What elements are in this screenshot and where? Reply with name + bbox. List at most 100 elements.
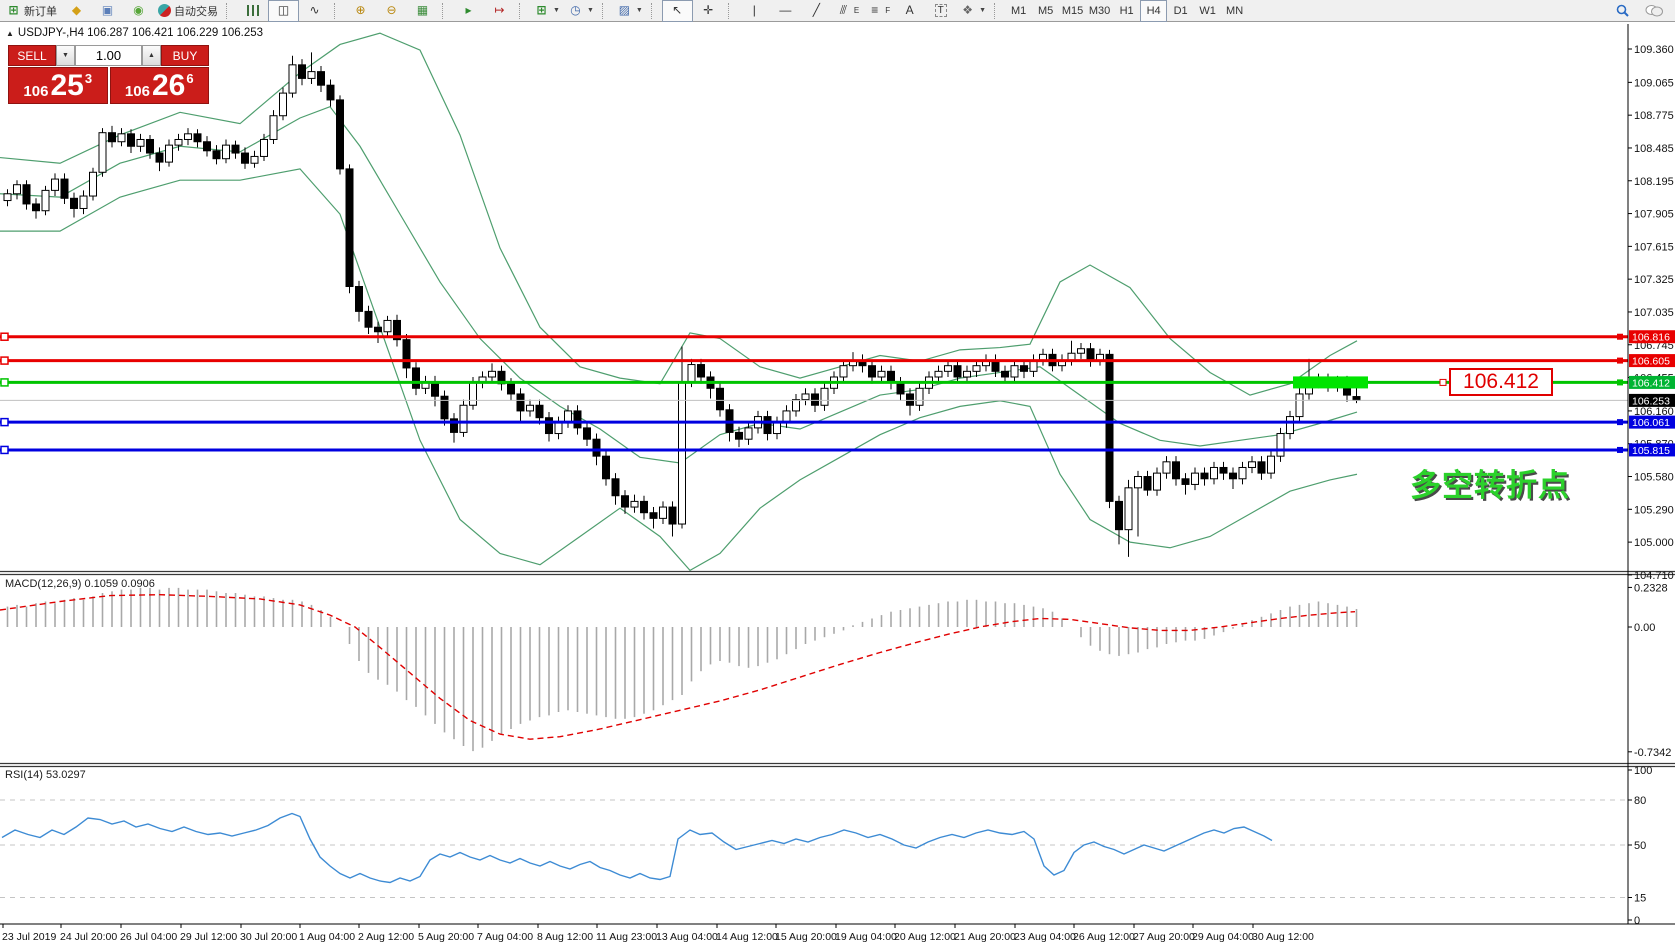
time-tick-label: 5 Aug 20:00 — [418, 931, 474, 943]
candlestick — [678, 381, 686, 525]
candlestick — [345, 168, 354, 288]
buy-button[interactable]: BUY — [161, 45, 209, 66]
line-handle-right[interactable] — [1617, 333, 1623, 340]
price-tick-label: 105.290 — [1634, 504, 1674, 516]
candlestick — [687, 364, 696, 383]
tab-timeframe-W1[interactable]: W1 — [1199, 4, 1216, 17]
line-handle-right[interactable] — [1617, 446, 1623, 453]
candlestick — [402, 339, 411, 369]
highlight-zone-rect[interactable] — [1293, 376, 1368, 389]
chart-shift-button[interactable]: ↦ — [484, 0, 515, 22]
fibonacci-button[interactable]: ≡ F — [863, 0, 894, 22]
volume-increase-button[interactable]: ▲ — [142, 45, 161, 66]
candlestick — [203, 141, 211, 152]
collapse-panel-arrow[interactable]: ▲ — [6, 29, 14, 38]
channel-button[interactable]: ⫻ E — [832, 0, 863, 22]
vertical-line-button[interactable]: | — [739, 0, 770, 22]
candlestick — [412, 367, 420, 389]
candlestick — [526, 404, 534, 412]
candlestick — [32, 203, 40, 212]
tab-timeframe-MN[interactable]: MN — [1226, 4, 1244, 17]
price-tick-label: 107.905 — [1634, 209, 1674, 221]
auto-scroll-button[interactable]: ▸ — [453, 0, 484, 22]
price-axis[interactable]: 109.360 109.065 108.775 108.485 108.195 107.9… — [1627, 24, 1675, 927]
rsi-pane — [0, 799, 1628, 898]
tab-timeframe-M5[interactable]: M5 — [1037, 4, 1054, 17]
toolbar: ⊞ 新订单 ◆ ▣ ◉ 自动交易 ◫ ∿ ⊕ ⊖ ▦ ▸ ↦ ⊞ ▼ ◷ ▼ ▨ ▼ … — [0, 0, 1675, 22]
tab-timeframe-M1[interactable]: M1 — [1010, 4, 1027, 17]
new-order-button[interactable]: ⊞ 新订单 — [2, 0, 61, 22]
crosshair-icon: ✛ — [703, 3, 714, 17]
candlestick — [773, 421, 781, 435]
line-handle-left[interactable] — [0, 332, 9, 341]
toolbar-grip — [442, 2, 450, 19]
candle-chart-button[interactable]: ◫ — [268, 0, 299, 22]
buy-price-button[interactable]: 106 26 6 — [109, 67, 209, 104]
line-chart-button[interactable]: ∿ — [299, 0, 330, 22]
sell-button[interactable]: SELL — [8, 45, 56, 66]
volume-input[interactable]: 1.00 — [75, 45, 142, 66]
macd-scale-label: 0.2328 — [1634, 582, 1668, 594]
tab-timeframe-M15[interactable]: M15 — [1061, 4, 1084, 17]
tab-timeframe-H4[interactable]: H4 — [1140, 0, 1168, 22]
indicators-button[interactable]: ⊞ ▼ — [530, 0, 564, 22]
candlestick — [716, 387, 724, 411]
zoom-in-button[interactable]: ⊕ — [345, 0, 376, 22]
tab-timeframe-D1[interactable]: D1 — [1173, 4, 1188, 17]
toolbar-grip — [994, 2, 1002, 19]
rsi-scale-label: 50 — [1634, 840, 1646, 852]
zoom-out-button[interactable]: ⊖ — [376, 0, 407, 22]
line-handle-left[interactable] — [0, 378, 9, 387]
price-tick-label: 108.775 — [1634, 110, 1674, 122]
candlestick — [697, 364, 705, 378]
bollinger-upper-band — [0, 32, 1358, 396]
chart-canvas: 109.360 109.065 108.775 108.485 108.195 107.9… — [0, 24, 1675, 943]
templates-button[interactable]: ▨ ▼ — [613, 0, 647, 22]
search-button[interactable] — [1607, 0, 1638, 22]
time-tick-label: 15 Aug 20:00 — [775, 931, 837, 943]
candles-layer — [3, 52, 1361, 557]
time-axis[interactable]: 23 Jul 2019 24 Jul 20:00 26 Jul 04:00 29 Ju… — [0, 923, 1675, 943]
sell-price-button[interactable]: 106 25 3 — [8, 67, 108, 104]
trendline-button[interactable]: ╱ — [801, 0, 832, 22]
candlestick — [896, 382, 905, 395]
chart-annotation-text[interactable]: 多空转折点 — [1410, 468, 1570, 503]
autotrade-button[interactable]: 自动交易 — [154, 0, 222, 22]
horizontal-line-button[interactable]: — — [770, 0, 801, 22]
crosshair-button[interactable]: ✛ — [693, 0, 724, 22]
line-handle-left[interactable] — [0, 445, 9, 455]
arrows-button[interactable]: ❖ ▼ — [956, 0, 990, 22]
callout-anchor-handle[interactable] — [1439, 378, 1447, 386]
tab-timeframe-H1[interactable]: H1 — [1119, 4, 1134, 17]
cursor-button[interactable]: ↖ — [661, 0, 693, 22]
line-handle-right[interactable] — [1617, 419, 1623, 426]
tile-windows-button[interactable]: ▦ — [407, 0, 438, 22]
tab-timeframe-M30[interactable]: M30 — [1088, 4, 1111, 17]
candlestick — [1077, 348, 1085, 354]
candlestick — [146, 138, 154, 154]
text-button[interactable]: A — [894, 0, 925, 22]
price-callout-label[interactable]: 106.412 — [1449, 368, 1553, 396]
line-handle-left[interactable] — [0, 417, 9, 427]
volume-decrease-button[interactable]: ▼ — [56, 45, 75, 66]
rsi-scale-label: 100 — [1634, 765, 1652, 777]
line-handle-right[interactable] — [1617, 379, 1623, 386]
text-label-button[interactable]: T — [925, 0, 956, 22]
chat-button[interactable] — [1638, 0, 1669, 22]
signals-button[interactable]: ◉ — [123, 0, 154, 22]
candlestick — [1276, 433, 1285, 457]
line-handle-left[interactable] — [0, 356, 9, 365]
axis-price-label-105.815: 105.815 — [1632, 445, 1670, 457]
market-button[interactable]: ◆ — [61, 0, 92, 22]
candlestick — [573, 410, 582, 429]
line-handle-right[interactable] — [1617, 357, 1623, 364]
terminal-button[interactable]: ▣ — [92, 0, 123, 22]
candlestick — [1257, 461, 1266, 474]
periods-button[interactable]: ◷ ▼ — [564, 0, 598, 22]
buy-price-int: 106 — [124, 83, 150, 100]
candlestick — [659, 506, 667, 519]
candlestick — [127, 133, 135, 147]
bar-chart-button[interactable] — [237, 0, 268, 22]
chevron-down-icon: ▼ — [553, 7, 560, 14]
symbol-ohlc-text: USDJPY-,H4 106.287 106.421 106.229 106.2… — [17, 27, 264, 39]
